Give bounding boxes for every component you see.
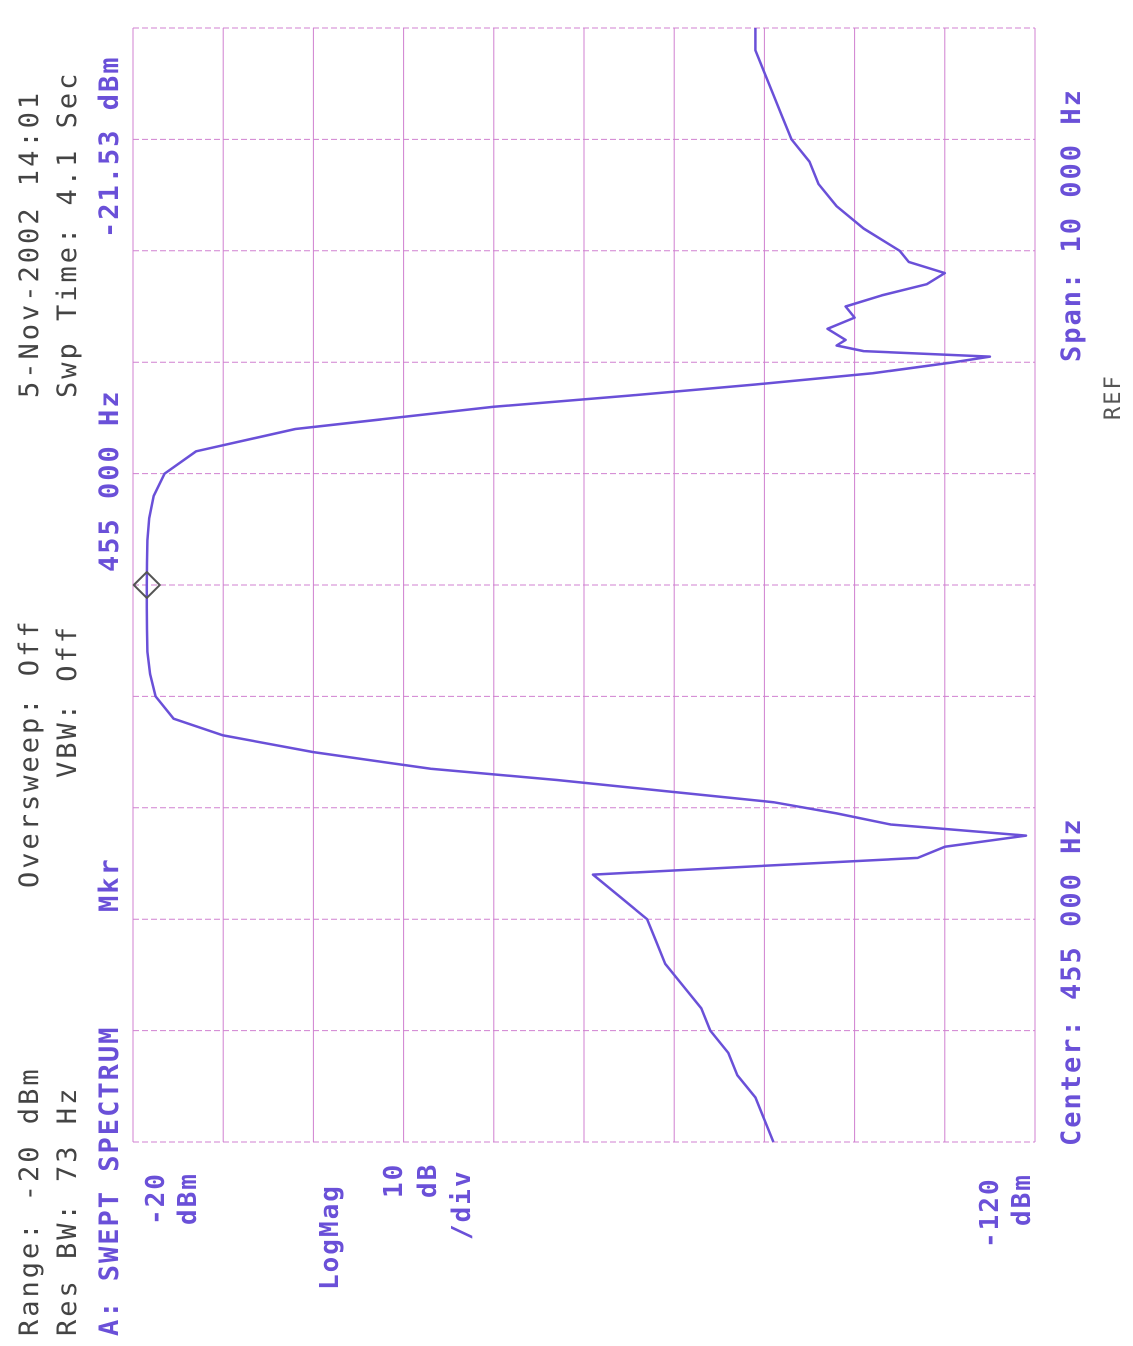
date-time: 5-Nov-2002 14:01: [14, 90, 45, 398]
scale-value: 10: [379, 1163, 409, 1198]
marker-level: -21.53 dBm: [94, 55, 125, 238]
span-frequency: Span: 10 000 Hz: [1056, 88, 1087, 362]
bottom-ref-value: -120: [975, 1177, 1005, 1248]
graticule: [132, 27, 1036, 1143]
range-label: Range: -20 dBm: [14, 1066, 45, 1336]
spectrum-trace: [145, 28, 1028, 1143]
marker-diamond[interactable]: [132, 570, 162, 600]
center-frequency: Center: 455 000 Hz: [1056, 817, 1087, 1146]
oversweep-label: Oversweep: Off: [14, 618, 45, 888]
marker-frequency: 455 000 Hz: [94, 389, 125, 572]
mkr-label: Mkr: [94, 857, 125, 912]
vbw-label: VBW: Off: [52, 624, 83, 778]
top-ref-unit: dBm: [173, 1172, 203, 1225]
sweep-time: Swp Time: 4.1 Sec: [52, 71, 83, 398]
bottom-ref-unit: dBm: [1007, 1173, 1037, 1226]
ref-label: REF: [1101, 374, 1126, 420]
scale-per-div: /div: [447, 1169, 477, 1240]
res-bw-label: Res BW: 73 Hz: [52, 1086, 83, 1336]
scale-type: LogMag: [315, 1184, 345, 1290]
scale-unit: dB: [413, 1163, 443, 1198]
mode-label: A: SWEPT SPECTRUM: [94, 1026, 125, 1336]
top-ref-value: -20: [141, 1172, 171, 1225]
